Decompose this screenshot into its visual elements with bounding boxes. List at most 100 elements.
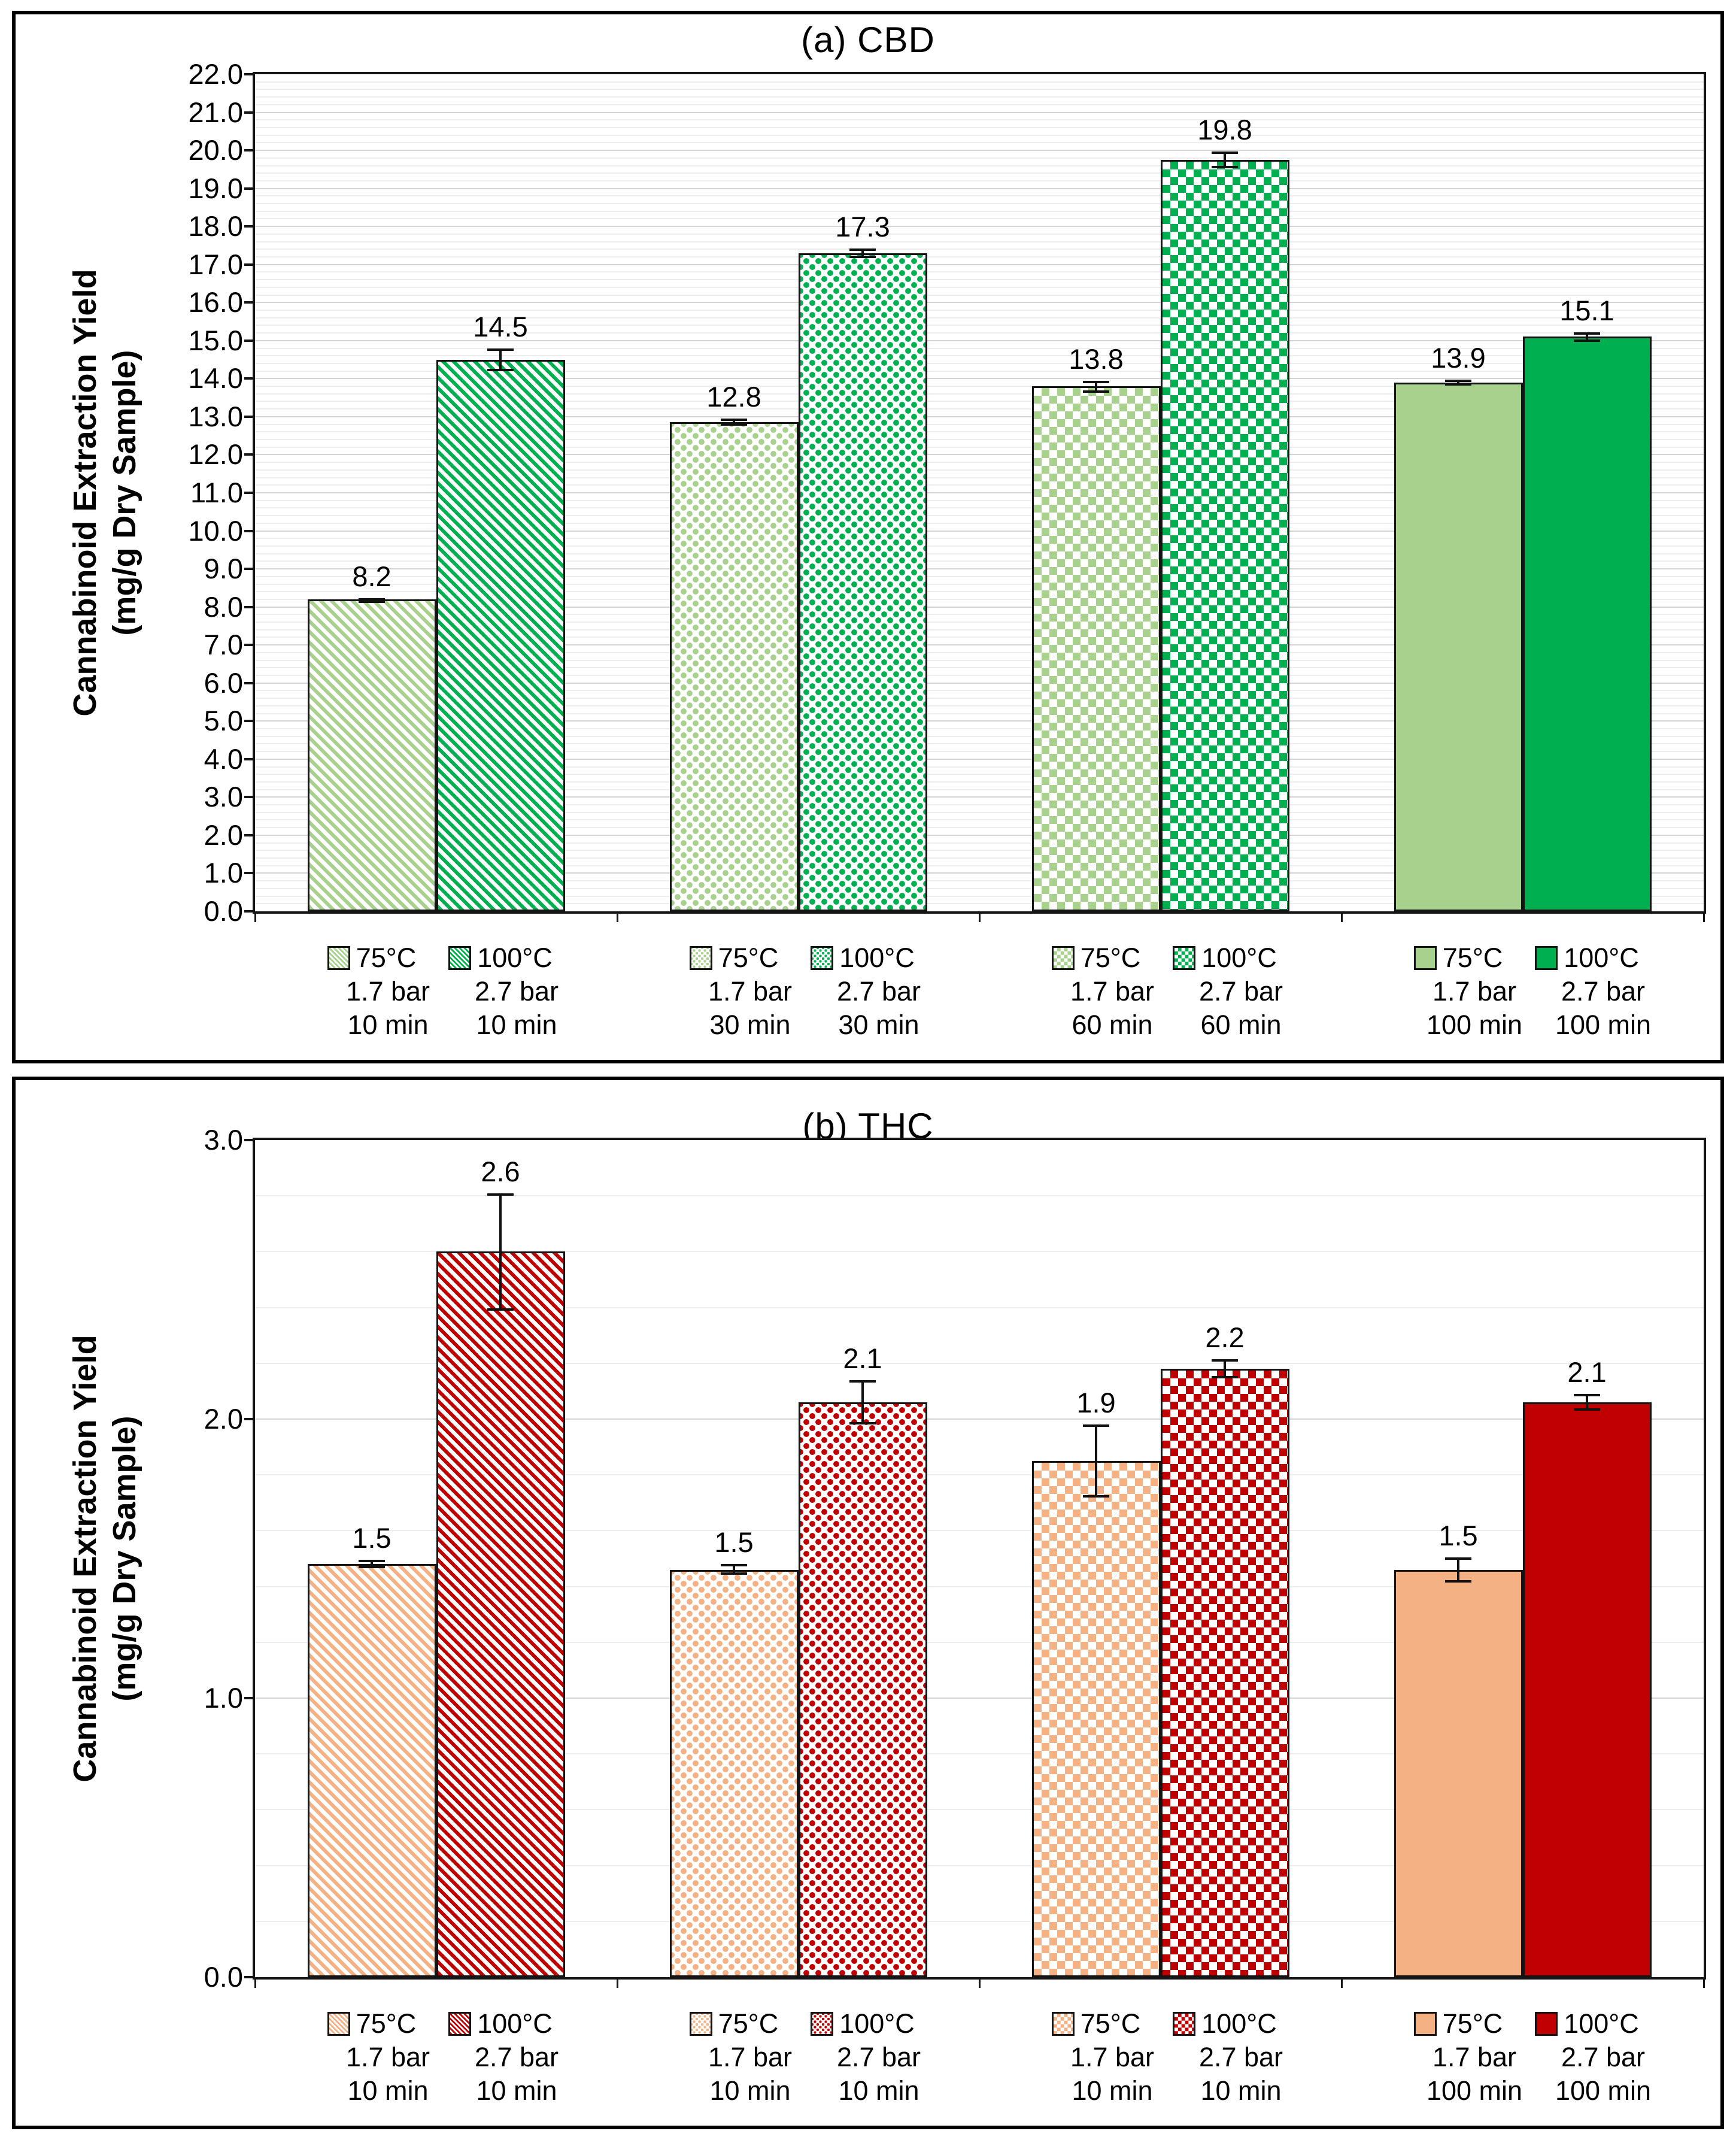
- x-category-time: 10 min: [347, 2075, 429, 2106]
- error-bar-cap-bottom: [1574, 340, 1600, 342]
- error-bar: [1445, 380, 1471, 386]
- y-tick-mark: [244, 225, 255, 228]
- x-category-label: 100°C 2.7 bar 10 min: [426, 941, 575, 1042]
- y-tick-label: 17.0: [188, 248, 243, 280]
- x-category-temp-line: 75°C: [659, 2007, 809, 2041]
- y-axis-title-line1: Cannabinoid Extraction Yield: [67, 1335, 104, 1783]
- y-tick-mark: [244, 263, 255, 266]
- x-category-label: 100°C 2.7 bar 10 min: [788, 2007, 937, 2108]
- gridline: [255, 256, 1704, 257]
- error-bar: [1445, 1557, 1471, 1583]
- y-tick-label: 0.0: [204, 895, 243, 927]
- x-category-temp: 100°C: [839, 942, 915, 973]
- x-category-label: 100°C 2.7 bar 10 min: [1150, 2007, 1300, 2108]
- x-category-temp: 100°C: [1201, 2008, 1277, 2039]
- x-category-temp-line: 75°C: [1021, 2007, 1171, 2041]
- legend-swatch-dots-light: [689, 2012, 712, 2036]
- value-label: 13.9: [1431, 342, 1486, 374]
- error-bar: [487, 348, 514, 371]
- y-tick-mark: [244, 187, 255, 190]
- x-category-temp: 100°C: [1564, 2008, 1639, 2039]
- error-bar: [721, 419, 747, 426]
- error-bar-cap-top: [849, 1380, 876, 1383]
- y-tick-mark: [244, 872, 255, 874]
- x-tick-mark: [617, 1977, 618, 1988]
- error-bar-cap-bottom: [1212, 166, 1238, 168]
- y-tick-label: 3.0: [204, 781, 243, 813]
- value-label: 2.6: [481, 1156, 520, 1187]
- x-category-pressure: 2.7 bar: [836, 2042, 921, 2072]
- x-category-temp: 75°C: [356, 2008, 417, 2039]
- error-bar-cap-bottom: [721, 1572, 747, 1575]
- y-tick-label: 12.0: [188, 438, 243, 470]
- x-tick-mark: [254, 911, 256, 922]
- x-tick-mark: [254, 1977, 256, 1988]
- error-bar-cap-top: [1083, 381, 1109, 383]
- x-category-temp-line: 100°C: [788, 941, 937, 975]
- value-label: 1.5: [714, 1526, 754, 1558]
- y-tick-mark: [244, 340, 255, 342]
- chart-title: (a) CBD: [801, 20, 935, 60]
- legend-swatch-solid-dark: [1535, 2012, 1558, 2036]
- y-tick-label: 1.0: [204, 1682, 243, 1714]
- error-bar: [359, 598, 385, 603]
- value-label: 17.3: [835, 211, 890, 243]
- gridline: [255, 234, 1704, 235]
- x-category-temp: 100°C: [477, 2008, 553, 2039]
- gridline: [255, 180, 1704, 181]
- x-category-label: 100°C 2.7 bar 60 min: [1150, 941, 1300, 1042]
- x-category-time: 100 min: [1426, 1010, 1523, 1040]
- legend-swatch-diag-dark: [448, 946, 472, 970]
- x-category-temp: 100°C: [839, 2008, 915, 2039]
- x-category-pressure: 1.7 bar: [1432, 976, 1517, 1007]
- gridline: [255, 1195, 1704, 1196]
- gridline: [255, 248, 1704, 250]
- bar: [1032, 1461, 1161, 1977]
- x-category-time: 30 min: [838, 1010, 919, 1040]
- x-category-temp: 75°C: [1080, 942, 1141, 973]
- error-bar: [1574, 1394, 1600, 1411]
- x-category-time: 10 min: [347, 1010, 429, 1040]
- x-category-time: 10 min: [476, 1010, 557, 1040]
- y-tick-label: 4.0: [204, 743, 243, 775]
- error-bar-cap-bottom: [487, 1308, 514, 1311]
- error-bar-cap-top: [1574, 1394, 1600, 1396]
- x-category-label: 100°C 2.7 bar 100 min: [1512, 2007, 1662, 2108]
- error-bar-cap-top: [849, 248, 876, 251]
- error-bar-line: [1095, 381, 1097, 393]
- legend-swatch-diag-dark: [448, 2012, 472, 2036]
- legend-swatch-solid-light: [1413, 946, 1437, 970]
- error-bar-line: [861, 1380, 864, 1424]
- y-tick-label: 5.0: [204, 705, 243, 736]
- gridline: [255, 302, 1704, 303]
- x-category-pressure: 2.7 bar: [474, 976, 559, 1007]
- value-label: 2.2: [1205, 1321, 1245, 1353]
- y-tick-label: 8.0: [204, 591, 243, 623]
- x-category-temp-line: 100°C: [1512, 2007, 1662, 2041]
- y-axis-title-line2: (mg/g Dry Sample): [107, 350, 142, 636]
- x-category-time: 10 min: [709, 2075, 791, 2106]
- error-bar-line: [1457, 380, 1459, 386]
- x-category-temp-line: 100°C: [1150, 2007, 1300, 2041]
- error-bar-line: [1224, 1359, 1226, 1378]
- x-category-time: 60 min: [1072, 1010, 1153, 1040]
- y-tick-mark: [244, 1976, 255, 1978]
- error-bar-line: [1095, 1424, 1097, 1498]
- legend-swatch-dots-dark: [811, 946, 834, 970]
- x-category-pressure: 1.7 bar: [1432, 2042, 1517, 2072]
- x-category-label: 75°C 1.7 bar 100 min: [1383, 2007, 1533, 2108]
- x-category-time: 10 min: [838, 2075, 919, 2106]
- error-bar-cap-top: [1083, 1424, 1109, 1427]
- bar: [670, 1570, 799, 1977]
- legend-swatch-diag-light: [327, 946, 350, 970]
- x-category-label: 75°C 1.7 bar 10 min: [297, 2007, 447, 2108]
- gridline: [255, 119, 1704, 120]
- error-bar-cap-top: [1212, 151, 1238, 154]
- bar: [436, 360, 565, 911]
- x-category-temp-line: 75°C: [297, 2007, 447, 2041]
- x-category-label: 75°C 1.7 bar 10 min: [297, 941, 447, 1042]
- gridline: [255, 279, 1704, 280]
- error-bar-cap-top: [1212, 1359, 1238, 1362]
- bar: [1394, 1570, 1523, 1977]
- error-bar-cap-bottom: [1445, 1580, 1471, 1583]
